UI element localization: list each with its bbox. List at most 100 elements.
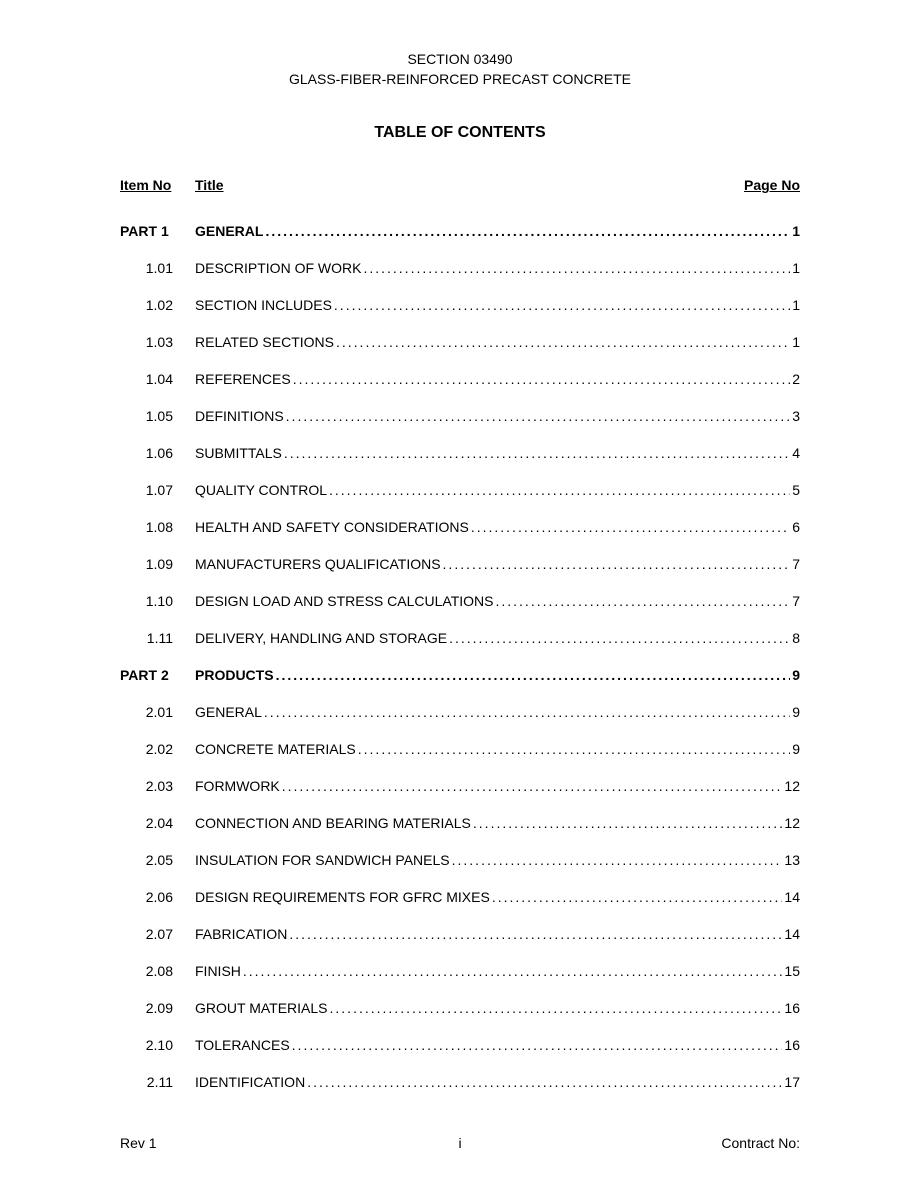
toc-page-number: 2: [790, 371, 800, 387]
col-header-title: Title: [195, 177, 744, 193]
toc-title-cell: DESCRIPTION OF WORK.....................…: [195, 260, 800, 276]
toc-title-cell: IDENTIFICATION..........................…: [195, 1074, 800, 1090]
toc-item-title: FABRICATION: [195, 926, 287, 942]
toc-page-number: 14: [782, 926, 800, 942]
toc-row: 2.09GROUT MATERIALS.....................…: [120, 1000, 800, 1016]
toc-row: 1.09MANUFACTURERS QUALIFICATIONS........…: [120, 556, 800, 572]
toc-item-number: 1.06: [120, 445, 195, 461]
toc-item-number: 2.05: [120, 852, 195, 868]
toc-item-title: SUBMITTALS: [195, 445, 282, 461]
toc-item-number: 2.06: [120, 889, 195, 905]
toc-page-number: 1: [790, 260, 800, 276]
toc-item-number: 1.10: [120, 593, 195, 609]
toc-item-title: RELATED SECTIONS: [195, 334, 334, 350]
toc-item-title: MANUFACTURERS QUALIFICATIONS: [195, 556, 441, 572]
toc-leader-dots: ........................................…: [332, 297, 790, 313]
toc-leader-dots: ........................................…: [356, 741, 790, 757]
toc-row: 2.03FORMWORK............................…: [120, 778, 800, 794]
toc-page-number: 9: [790, 741, 800, 757]
toc-row: 1.03RELATED SECTIONS....................…: [120, 334, 800, 350]
toc-leader-dots: ........................................…: [262, 704, 790, 720]
toc-row: 2.10TOLERANCES..........................…: [120, 1037, 800, 1053]
toc-page-number: 1: [790, 334, 800, 350]
toc-page-number: 17: [782, 1074, 800, 1090]
toc-leader-dots: ........................................…: [471, 815, 783, 831]
toc-title-cell: DEFINITIONS.............................…: [195, 408, 800, 424]
toc-leader-dots: ........................................…: [282, 445, 790, 461]
page-footer: Rev 1 i Contract No:: [120, 1135, 800, 1151]
toc-leader-dots: ........................................…: [441, 556, 791, 572]
toc-title-cell: RELATED SECTIONS........................…: [195, 334, 800, 350]
toc-item-title: INSULATION FOR SANDWICH PANELS: [195, 852, 450, 868]
toc-row: 2.11IDENTIFICATION......................…: [120, 1074, 800, 1090]
toc-page-number: 16: [782, 1000, 800, 1016]
toc-title-cell: INSULATION FOR SANDWICH PANELS..........…: [195, 852, 800, 868]
header-line-2: GLASS-FIBER-REINFORCED PRECAST CONCRETE: [120, 70, 800, 90]
toc-item-title: SECTION INCLUDES: [195, 297, 332, 313]
toc-row: 1.05DEFINITIONS.........................…: [120, 408, 800, 424]
toc-row: 2.07FABRICATION.........................…: [120, 926, 800, 942]
toc-title-cell: CONCRETE MATERIALS......................…: [195, 741, 800, 757]
toc-leader-dots: ........................................…: [305, 1074, 782, 1090]
toc-item-number: 1.11: [120, 630, 195, 646]
toc-item-title: FINISH: [195, 963, 241, 979]
toc-leader-dots: ........................................…: [447, 630, 790, 646]
header-line-1: SECTION 03490: [120, 50, 800, 70]
toc-row: 1.01DESCRIPTION OF WORK.................…: [120, 260, 800, 276]
toc-title-cell: GENERAL.................................…: [195, 223, 800, 239]
toc-item-number: 2.11: [120, 1074, 195, 1090]
toc-leader-dots: ........................................…: [361, 260, 790, 276]
toc-leader-dots: ........................................…: [493, 593, 790, 609]
toc-leader-dots: ........................................…: [287, 926, 782, 942]
toc-item-title: DESIGN REQUIREMENTS FOR GFRC MIXES: [195, 889, 490, 905]
toc-body: PART 1GENERAL...........................…: [120, 223, 800, 1090]
footer-revision: Rev 1: [120, 1135, 157, 1151]
toc-row: 1.07QUALITY CONTROL.....................…: [120, 482, 800, 498]
toc-page-number: 16: [782, 1037, 800, 1053]
toc-item-title: GROUT MATERIALS: [195, 1000, 328, 1016]
toc-leader-dots: ........................................…: [469, 519, 790, 535]
footer-page-number: i: [458, 1135, 461, 1151]
toc-title-cell: DESIGN LOAD AND STRESS CALCULATIONS.....…: [195, 593, 800, 609]
toc-page-number: 8: [790, 630, 800, 646]
toc-title-cell: REFERENCES..............................…: [195, 371, 800, 387]
footer-contract: Contract No:: [721, 1135, 800, 1151]
toc-leader-dots: ........................................…: [284, 408, 791, 424]
toc-page-number: 12: [782, 778, 800, 794]
toc-item-number: 1.01: [120, 260, 195, 276]
toc-page-number: 1: [790, 297, 800, 313]
toc-row: 2.02CONCRETE MATERIALS..................…: [120, 741, 800, 757]
toc-row: 1.08HEALTH AND SAFETY CONSIDERATIONS....…: [120, 519, 800, 535]
toc-item-title: DELIVERY, HANDLING AND STORAGE: [195, 630, 447, 646]
toc-page-number: 1: [790, 223, 800, 239]
toc-item-title: CONCRETE MATERIALS: [195, 741, 356, 757]
toc-item-title: TOLERANCES: [195, 1037, 290, 1053]
toc-title-cell: TOLERANCES..............................…: [195, 1037, 800, 1053]
toc-item-title: REFERENCES: [195, 371, 291, 387]
col-header-itemno: Item No: [120, 177, 195, 193]
toc-item-title: GENERAL: [195, 223, 263, 239]
toc-item-number: 2.02: [120, 741, 195, 757]
document-header: SECTION 03490 GLASS-FIBER-REINFORCED PRE…: [120, 50, 800, 89]
toc-leader-dots: ........................................…: [241, 963, 783, 979]
toc-row: 2.05INSULATION FOR SANDWICH PANELS......…: [120, 852, 800, 868]
toc-title-cell: SECTION INCLUDES........................…: [195, 297, 800, 313]
toc-row: 2.06DESIGN REQUIREMENTS FOR GFRC MIXES..…: [120, 889, 800, 905]
toc-item-number: 1.07: [120, 482, 195, 498]
toc-leader-dots: ........................................…: [328, 1000, 783, 1016]
toc-item-number: 2.08: [120, 963, 195, 979]
toc-page-number: 9: [790, 704, 800, 720]
toc-row: 2.04CONNECTION AND BEARING MATERIALS....…: [120, 815, 800, 831]
toc-page-number: 4: [790, 445, 800, 461]
toc-page-number: 3: [790, 408, 800, 424]
toc-title-cell: DESIGN REQUIREMENTS FOR GFRC MIXES......…: [195, 889, 800, 905]
toc-leader-dots: ........................................…: [450, 852, 783, 868]
toc-item-number: 2.07: [120, 926, 195, 942]
toc-row: PART 1GENERAL...........................…: [120, 223, 800, 239]
toc-item-number: PART 1: [120, 223, 195, 239]
toc-title-cell: MANUFACTURERS QUALIFICATIONS............…: [195, 556, 800, 572]
toc-item-title: QUALITY CONTROL: [195, 482, 327, 498]
toc-item-number: 2.10: [120, 1037, 195, 1053]
toc-title-cell: GENERAL.................................…: [195, 704, 800, 720]
toc-leader-dots: ........................................…: [327, 482, 790, 498]
